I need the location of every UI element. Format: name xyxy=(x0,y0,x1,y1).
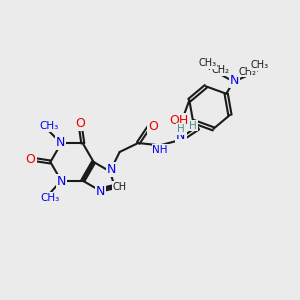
Text: O: O xyxy=(26,153,35,166)
Text: O: O xyxy=(148,120,158,133)
Text: NH: NH xyxy=(152,145,168,155)
Text: OH: OH xyxy=(169,114,189,128)
Text: CH₃: CH₃ xyxy=(199,58,217,68)
Text: N: N xyxy=(56,136,65,149)
Text: CH: CH xyxy=(113,182,127,192)
Text: H: H xyxy=(189,121,197,130)
Text: CH₂: CH₂ xyxy=(238,67,256,76)
Text: H: H xyxy=(177,124,185,134)
Text: N: N xyxy=(230,74,239,87)
Text: N: N xyxy=(96,185,105,198)
Text: CH₃: CH₃ xyxy=(39,122,58,131)
Text: CH₂: CH₂ xyxy=(211,65,229,75)
Text: CH₃: CH₃ xyxy=(251,60,269,70)
Text: N: N xyxy=(176,129,185,142)
Text: CH₃: CH₃ xyxy=(40,193,59,202)
Text: N: N xyxy=(106,163,116,176)
Text: O: O xyxy=(75,117,85,130)
Text: N: N xyxy=(57,175,67,188)
